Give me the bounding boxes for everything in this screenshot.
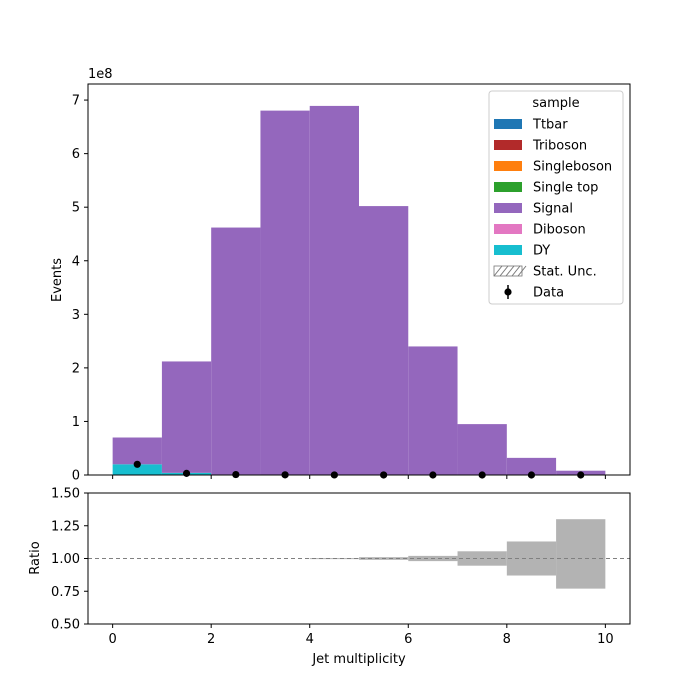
bar-signal-bin-2 <box>211 227 261 475</box>
main-y-tick-label-5: 5 <box>72 201 80 216</box>
main-y-tick-label-1: 1 <box>72 415 80 430</box>
legend-box <box>488 90 624 305</box>
bar-signal-bin-3 <box>260 110 310 475</box>
legend-errorbar-marker <box>504 288 512 296</box>
legend: sample Ttbar Triboson Singleboson Single to… <box>488 90 624 305</box>
ratio-x-ticks: 0 2 4 6 8 10 <box>108 624 614 647</box>
ratio-x-tick-label-0: 0 <box>108 632 116 647</box>
data-point-1 <box>182 469 191 477</box>
bar-signal-bin-5 <box>359 206 409 475</box>
legend-swatch-data <box>504 285 512 299</box>
ratio-panel: 0 2 4 6 8 10 0.50 0.75 1.00 1.25 1.50 Jet multipl… <box>28 487 631 667</box>
legend-hatch-line <box>493 265 503 277</box>
legend-label-singleboson: Singleboson <box>533 160 612 175</box>
legend-hatch-line <box>517 265 527 277</box>
legend-swatch-single-top <box>494 182 522 192</box>
legend-label-diboson: Diboson <box>533 223 586 238</box>
ratio-y-tick-label-0: 0.50 <box>51 618 80 633</box>
legend-swatch-ttbar <box>494 119 522 129</box>
bar-signal-bin-4 <box>309 105 359 475</box>
legend-label-single-top: Single top <box>533 181 598 196</box>
legend-label-dy: DY <box>533 244 550 259</box>
legend-entries: Ttbar Triboson Singleboson Single top Signal… <box>493 118 612 301</box>
y-scale-multiplier: 1e8 <box>88 67 113 82</box>
bar-signal-bin-7 <box>457 424 507 475</box>
ratio-x-tick-label-8: 8 <box>503 632 511 647</box>
ratio-y-tick-label-4: 1.50 <box>51 487 80 502</box>
legend-swatch-diboson <box>494 224 522 234</box>
legend-label-triboson: Triboson <box>532 139 587 154</box>
ratio-y-tick-label-3: 1.25 <box>51 519 80 534</box>
legend-swatch-singleboson <box>494 161 522 171</box>
data-point-0 <box>133 460 141 468</box>
legend-hatch-line <box>511 265 521 277</box>
main-panel: 0 1 2 3 4 5 6 7 1e8 Events <box>50 67 631 484</box>
legend-swatch-stat-unc <box>493 265 527 277</box>
ratio-band-bin-9 <box>556 519 606 589</box>
main-y-ticks: 0 1 2 3 4 5 6 7 <box>72 94 88 484</box>
ratio-x-tick-label-6: 6 <box>404 632 412 647</box>
legend-hatch-line <box>505 265 515 277</box>
ratio-y-ticks: 0.50 0.75 1.00 1.25 1.50 <box>51 487 88 633</box>
legend-title: sample <box>532 96 579 111</box>
ratio-y-axis-label: Ratio <box>28 541 43 574</box>
legend-hatch-line <box>499 265 509 277</box>
legend-swatch-triboson <box>494 140 522 150</box>
bar-signal-bin-8 <box>506 457 557 475</box>
bar-dy-bin-0 <box>112 464 162 475</box>
ratio-y-tick-label-2: 1.00 <box>51 552 80 567</box>
main-y-tick-label-0: 0 <box>72 469 80 484</box>
bar-signal-bin-6 <box>408 346 458 475</box>
main-stacked-bars <box>112 105 606 475</box>
legend-label-signal: Signal <box>533 202 573 217</box>
main-y-tick-label-4: 4 <box>72 254 80 269</box>
ratio-x-tick-label-4: 4 <box>306 632 314 647</box>
legend-swatch-signal <box>494 203 522 213</box>
main-axes-frame <box>87 83 631 476</box>
ratio-x-tick-label-10: 10 <box>597 632 614 647</box>
main-y-axis-label: Events <box>50 258 65 302</box>
legend-label-ttbar: Ttbar <box>532 118 568 133</box>
ratio-x-axis-label: Jet multiplicity <box>311 652 406 667</box>
bar-signal-bin-1 <box>161 361 212 473</box>
legend-label-data: Data <box>533 286 564 301</box>
legend-label-stat-unc: Stat. Unc. <box>533 265 597 280</box>
main-x-ticks <box>112 475 606 479</box>
main-y-tick-label-3: 3 <box>72 308 80 323</box>
main-y-tick-label-2: 2 <box>72 361 80 376</box>
ratio-x-tick-label-2: 2 <box>207 632 215 647</box>
bar-signal-bin-0 <box>112 437 162 465</box>
legend-swatch-dy <box>494 245 522 255</box>
main-y-tick-label-6: 6 <box>72 147 80 162</box>
ratio-y-tick-label-1: 0.75 <box>51 585 80 600</box>
main-y-tick-label-7: 7 <box>72 94 80 109</box>
